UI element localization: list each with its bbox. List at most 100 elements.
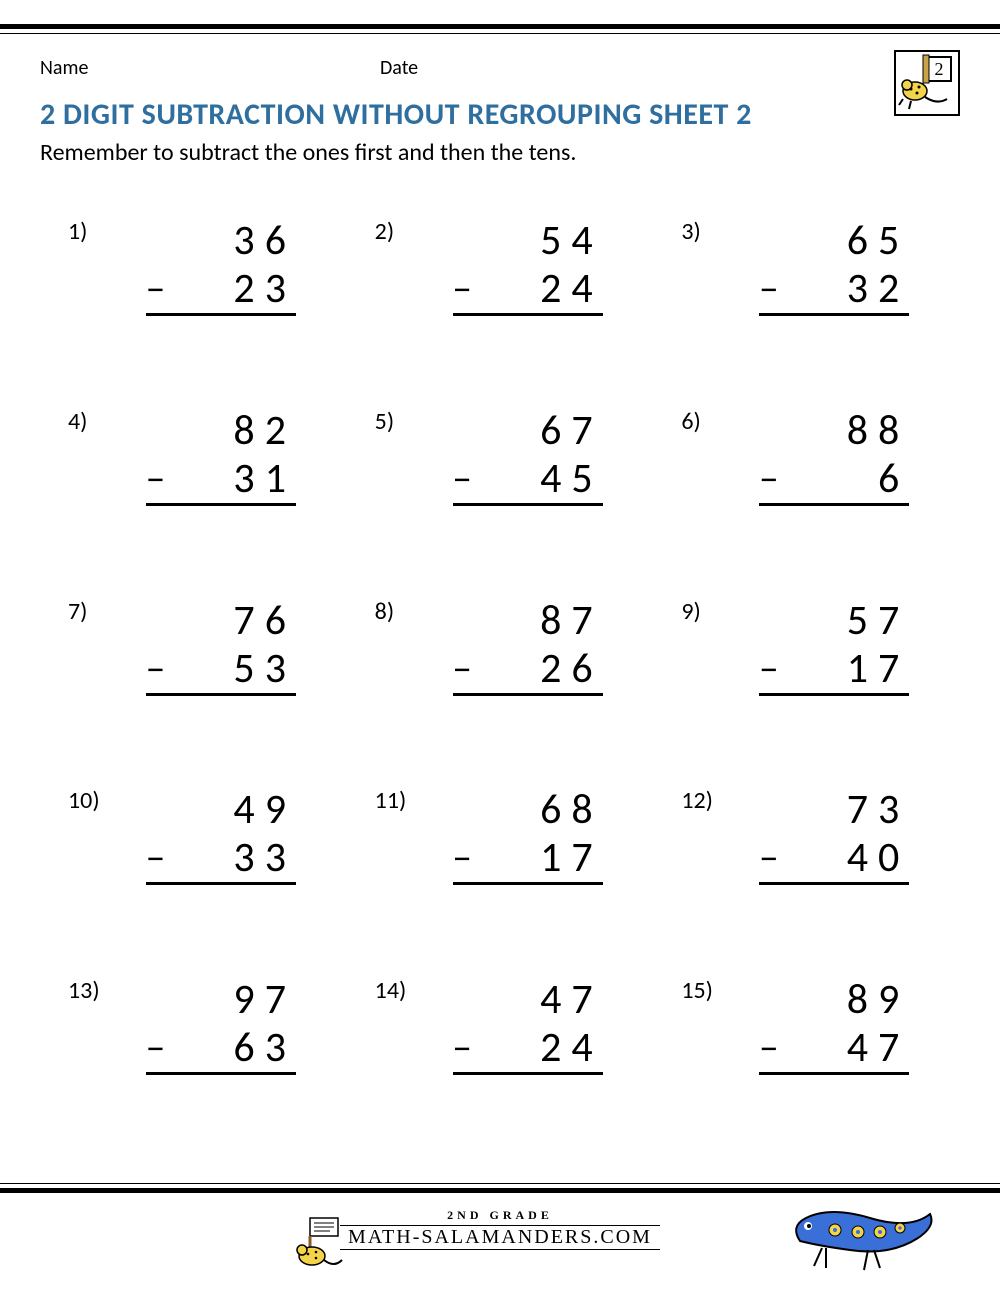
- problem-number: 10): [68, 786, 100, 815]
- subtrahend-row: −17: [759, 643, 909, 691]
- problem-number: 8): [375, 597, 394, 626]
- footer-salamander-sign-icon: [290, 1216, 346, 1272]
- subtrahend-row: −17: [453, 832, 603, 880]
- subtrahend-row: −63: [146, 1022, 296, 1070]
- minuend: 89: [793, 974, 909, 1025]
- minuend-row: 73: [759, 784, 909, 832]
- subtrahend: 6: [793, 453, 909, 504]
- minuend: 73: [793, 784, 909, 835]
- date-label: Date: [380, 56, 418, 80]
- subtrahend-row: −31: [146, 453, 296, 501]
- subtrahend: 33: [180, 832, 296, 883]
- subtrahend-row: −53: [146, 643, 296, 691]
- subtrahend: 24: [487, 1022, 603, 1073]
- problem-stack: 89−47: [759, 974, 909, 1075]
- blue-salamander-icon: [780, 1186, 940, 1276]
- problem-stack: 47−24: [453, 974, 603, 1075]
- subtrahend-row: −33: [146, 832, 296, 880]
- minus-sign: −: [146, 651, 180, 689]
- problem: 15) 89−47: [653, 954, 960, 1144]
- problem: 10) 49−33: [40, 764, 347, 954]
- minuend: 47: [487, 974, 603, 1025]
- worksheet-page: { "page": { "width_px": 1000, "height_px…: [0, 0, 1000, 1294]
- subtrahend: 63: [180, 1022, 296, 1073]
- minuend: 67: [487, 405, 603, 456]
- header-row: Name Date: [40, 56, 960, 80]
- minuend-row: 47: [453, 974, 603, 1022]
- subtrahend-row: −45: [453, 453, 603, 501]
- problem-stack: 65−32: [759, 215, 909, 316]
- problem-stack: 68−17: [453, 784, 603, 885]
- minus-sign: −: [146, 461, 180, 499]
- problem: 6) 88−6: [653, 385, 960, 575]
- minuend-row: 82: [146, 405, 296, 453]
- problem-stack: 87−26: [453, 595, 603, 696]
- minuend: 97: [180, 974, 296, 1025]
- problem: 4) 82−31: [40, 385, 347, 575]
- problem-stack: 49−33: [146, 784, 296, 885]
- minuend: 87: [487, 595, 603, 646]
- subtrahend: 23: [180, 263, 296, 314]
- minuend: 57: [793, 595, 909, 646]
- minuend: 49: [180, 784, 296, 835]
- subtrahend-row: −24: [453, 1022, 603, 1070]
- minus-sign: −: [759, 271, 793, 309]
- minuend-row: 67: [453, 405, 603, 453]
- subtrahend-row: −24: [453, 263, 603, 311]
- minuend-row: 89: [759, 974, 909, 1022]
- minus-sign: −: [453, 1030, 487, 1068]
- minus-sign: −: [146, 840, 180, 878]
- problem: 9) 57−17: [653, 575, 960, 765]
- minus-sign: −: [453, 840, 487, 878]
- minuend-row: 68: [453, 784, 603, 832]
- problem-number: 15): [681, 976, 713, 1005]
- subtrahend: 17: [487, 832, 603, 883]
- minuend-row: 87: [453, 595, 603, 643]
- problem: 7)76−53: [40, 575, 347, 765]
- problems-grid: 1)36−232)54−243)65−324)82−315)67−456)88−…: [40, 195, 960, 1144]
- minuend-row: 57: [759, 595, 909, 643]
- subtrahend: 26: [487, 643, 603, 694]
- problem-number: 12): [681, 786, 713, 815]
- problem-number: 6): [681, 407, 700, 436]
- minus-sign: −: [759, 1030, 793, 1068]
- footer-brand: 2ND GRADE MATH-SALAMANDERS.COM: [340, 1208, 660, 1250]
- problem-number: 11): [375, 786, 407, 815]
- subtrahend-row: −23: [146, 263, 296, 311]
- subtrahend: 53: [180, 643, 296, 694]
- problem-number: 13): [68, 976, 100, 1005]
- problem-number: 2): [375, 217, 394, 246]
- problem-stack: 36−23: [146, 215, 296, 316]
- minus-sign: −: [146, 271, 180, 309]
- minuend-row: 76: [146, 595, 296, 643]
- minuend-row: 36: [146, 215, 296, 263]
- footer-grade: 2ND GRADE: [340, 1208, 660, 1223]
- minus-sign: −: [453, 461, 487, 499]
- problem-number: 3): [681, 217, 700, 246]
- problem-number: 4): [68, 407, 87, 436]
- minuend-row: 65: [759, 215, 909, 263]
- problem-stack: 76−53: [146, 595, 296, 696]
- problem-number: 5): [375, 407, 394, 436]
- problem-stack: 67−45: [453, 405, 603, 506]
- subtrahend-row: −6: [759, 453, 909, 501]
- subtrahend-row: −47: [759, 1022, 909, 1070]
- minuend-row: 88: [759, 405, 909, 453]
- minuend: 82: [180, 405, 296, 456]
- subtrahend-row: −32: [759, 263, 909, 311]
- minuend: 65: [793, 215, 909, 266]
- problem: 12) 73−40: [653, 764, 960, 954]
- problem-stack: 54−24: [453, 215, 603, 316]
- problem-stack: 82−31: [146, 405, 296, 506]
- problem: 14)47−24: [347, 954, 654, 1144]
- minuend-row: 97: [146, 974, 296, 1022]
- minuend-row: 49: [146, 784, 296, 832]
- minuend: 54: [487, 215, 603, 266]
- subtrahend-row: −40: [759, 832, 909, 880]
- problem: 5) 67−45: [347, 385, 654, 575]
- subtrahend: 31: [180, 453, 296, 504]
- top-rule-thin: [0, 33, 1000, 34]
- problem-stack: 88−6: [759, 405, 909, 506]
- minuend-row: 54: [453, 215, 603, 263]
- problem-number: 9): [681, 597, 700, 626]
